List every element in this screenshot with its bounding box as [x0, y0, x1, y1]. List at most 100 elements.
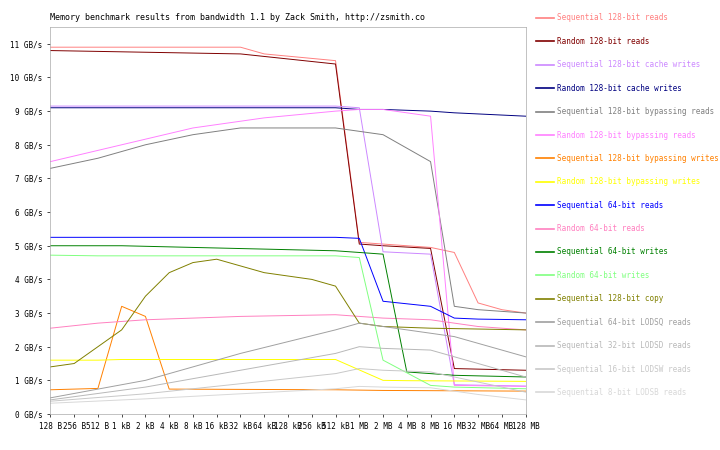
Sequential 128-bit cache writes [426, 252, 435, 257]
Random 128-bit reads [189, 50, 197, 56]
Sequential 16-bit LODSW reads [260, 378, 269, 384]
Sequential 128-bit bypassing reads [498, 309, 506, 314]
Sequential 64-bit reads [331, 234, 340, 240]
Sequential 128-bit copy [94, 344, 102, 349]
Sequential 128-bit reads [284, 54, 292, 59]
Text: Sequential 128-bit bypassing reads: Sequential 128-bit bypassing reads [557, 107, 714, 116]
Random 64-bit writes [450, 384, 459, 390]
Sequential 128-bit cache writes [474, 382, 482, 388]
Sequential 64-bit writes [331, 248, 340, 253]
Sequential 128-bit bypassing reads [402, 145, 411, 151]
Sequential 64-bit writes [307, 248, 316, 253]
Sequential 64-bit LODSQ reads [212, 357, 221, 363]
Sequential 8-bit LODSB reads [355, 384, 364, 389]
Sequential 64-bit LODSQ reads [94, 387, 102, 392]
Line: Random 128-bit bypassing reads: Random 128-bit bypassing reads [50, 109, 526, 387]
Random 128-bit bypassing writes [355, 367, 364, 373]
Sequential 64-bit writes [165, 244, 174, 250]
Random 64-bit writes [46, 252, 55, 258]
Sequential 128-bit copy [141, 293, 150, 299]
Sequential 64-bit reads [94, 234, 102, 240]
Random 128-bit cache writes [402, 108, 411, 113]
Sequential 128-bit reads [498, 307, 506, 312]
Sequential 64-bit LODSQ reads [402, 327, 411, 333]
Random 128-bit cache writes [94, 105, 102, 110]
Sequential 8-bit LODSB reads [212, 392, 221, 398]
Random 64-bit writes [212, 253, 221, 259]
Random 64-bit writes [189, 253, 197, 259]
Random 128-bit bypassing writes [236, 357, 245, 362]
Random 64-bit writes [474, 385, 482, 390]
Sequential 128-bit reads [70, 45, 78, 50]
Sequential 128-bit cache writes [70, 104, 78, 109]
Random 64-bit writes [117, 253, 126, 259]
Sequential 128-bit bypassing writes [117, 304, 126, 309]
Sequential 128-bit copy [189, 260, 197, 265]
Random 64-bit reads [379, 315, 387, 321]
Text: Sequential 64-bit reads: Sequential 64-bit reads [557, 201, 663, 210]
Random 64-bit writes [260, 253, 269, 259]
Random 128-bit cache writes [284, 105, 292, 110]
Sequential 16-bit LODSW reads [189, 386, 197, 391]
Random 128-bit cache writes [260, 105, 269, 110]
Random 128-bit reads [307, 59, 316, 64]
Sequential 8-bit LODSB reads [165, 395, 174, 400]
Sequential 128-bit copy [284, 273, 292, 279]
Line: Sequential 32-bit LODSD reads: Sequential 32-bit LODSD reads [50, 346, 526, 400]
Random 128-bit cache writes [426, 108, 435, 114]
Sequential 128-bit reads [236, 45, 245, 50]
Sequential 16-bit LODSW reads [426, 369, 435, 375]
Random 64-bit reads [474, 324, 482, 329]
Text: Sequential 128-bit copy: Sequential 128-bit copy [557, 294, 663, 303]
Random 128-bit cache writes [521, 113, 530, 119]
Sequential 64-bit reads [117, 234, 126, 240]
Sequential 128-bit bypassing reads [307, 125, 316, 130]
Sequential 64-bit reads [498, 317, 506, 322]
Sequential 128-bit bypassing reads [379, 132, 387, 137]
Random 128-bit cache writes [212, 105, 221, 110]
Random 64-bit reads [141, 317, 150, 323]
Sequential 32-bit LODSD reads [498, 368, 506, 373]
Sequential 128-bit reads [355, 240, 364, 245]
Sequential 16-bit LODSW reads [402, 369, 411, 374]
Random 128-bit reads [521, 368, 530, 373]
Sequential 32-bit LODSD reads [307, 355, 316, 360]
Random 64-bit reads [70, 323, 78, 328]
Sequential 8-bit LODSB reads [474, 392, 482, 397]
Sequential 128-bit bypassing reads [165, 137, 174, 143]
Sequential 64-bit LODSQ reads [46, 395, 55, 400]
Random 128-bit reads [165, 50, 174, 55]
Sequential 128-bit bypassing writes [355, 387, 364, 393]
Random 128-bit cache writes [70, 105, 78, 110]
Random 64-bit reads [355, 314, 364, 319]
Random 128-bit bypassing reads [284, 113, 292, 118]
Sequential 32-bit LODSD reads [212, 372, 221, 377]
Sequential 128-bit bypassing writes [212, 387, 221, 392]
Random 128-bit reads [355, 241, 364, 247]
Sequential 8-bit LODSB reads [94, 398, 102, 404]
Random 64-bit reads [521, 327, 530, 333]
Sequential 64-bit writes [46, 243, 55, 248]
Sequential 128-bit copy [212, 256, 221, 262]
Random 64-bit writes [284, 253, 292, 259]
Random 64-bit reads [260, 313, 269, 319]
Random 128-bit bypassing writes [141, 357, 150, 362]
Random 64-bit reads [402, 316, 411, 322]
Random 128-bit reads [260, 54, 269, 59]
Random 128-bit cache writes [307, 105, 316, 110]
Sequential 128-bit bypassing reads [94, 156, 102, 161]
Random 128-bit cache writes [165, 105, 174, 110]
Random 128-bit bypassing writes [117, 357, 126, 362]
Sequential 128-bit bypassing reads [117, 149, 126, 154]
Sequential 64-bit writes [212, 245, 221, 251]
Sequential 128-bit bypassing writes [402, 388, 411, 393]
Sequential 32-bit LODSD reads [426, 347, 435, 353]
Sequential 64-bit LODSQ reads [307, 333, 316, 338]
Sequential 128-bit cache writes [379, 249, 387, 255]
Random 64-bit writes [307, 253, 316, 259]
Sequential 64-bit writes [521, 374, 530, 380]
Sequential 64-bit LODSQ reads [521, 354, 530, 360]
Sequential 8-bit LODSB reads [331, 386, 340, 391]
Sequential 16-bit LODSW reads [379, 368, 387, 373]
Sequential 128-bit bypassing writes [474, 388, 482, 394]
